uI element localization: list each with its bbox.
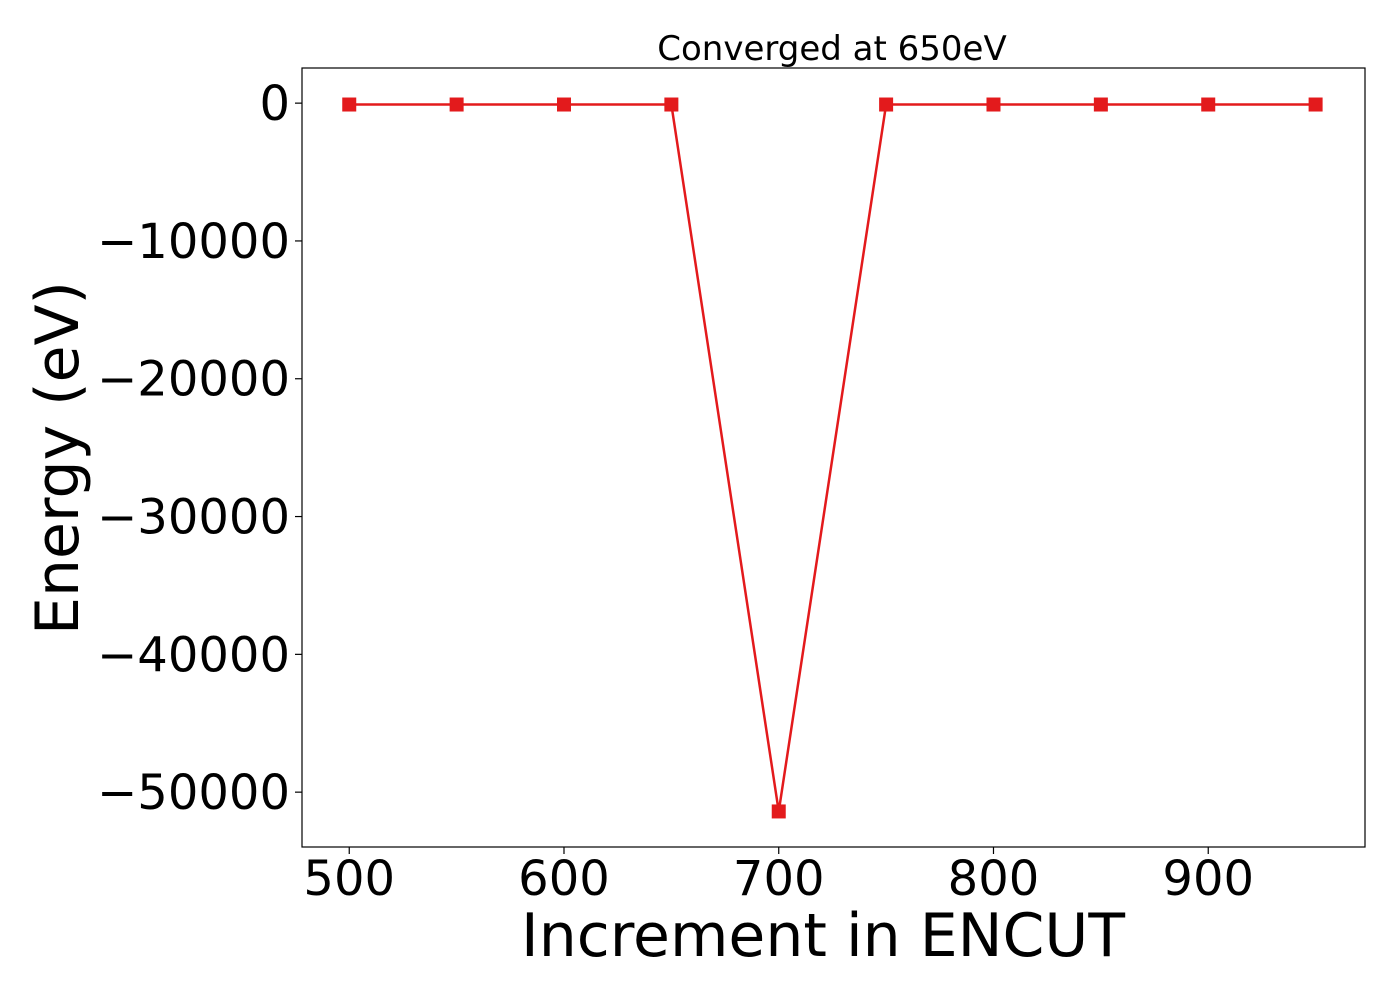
series-layer [342, 97, 1323, 819]
y-tick-label: −30000 [97, 490, 290, 546]
y-tick-label: −10000 [97, 214, 290, 270]
y-tick-label: −50000 [97, 765, 290, 821]
data-point-marker [986, 97, 1001, 112]
y-tick-label: −20000 [97, 352, 290, 408]
x-tick-label: 800 [948, 851, 1040, 907]
data-point-marker [1093, 97, 1108, 112]
y-tick-label: −40000 [97, 627, 290, 683]
x-tick-label: 500 [303, 851, 395, 907]
data-point-marker [342, 97, 357, 112]
data-point-marker [879, 97, 894, 112]
data-point-marker [664, 97, 679, 112]
x-tick-label: 600 [518, 851, 610, 907]
series-line [349, 103, 1316, 813]
data-point-marker [1201, 97, 1216, 112]
chart-title: Converged at 650eV [657, 29, 1006, 69]
x-tick-label: 900 [1162, 851, 1254, 907]
data-point-marker [556, 97, 571, 112]
x-tick-label: 700 [733, 851, 825, 907]
data-point-marker [449, 97, 464, 112]
x-axis-label: Increment in ENCUT [521, 901, 1125, 971]
data-point-marker [771, 804, 786, 819]
plot-area-frame [301, 67, 1366, 848]
data-point-marker [1308, 97, 1323, 112]
y-axis-label: Energy (eV) [23, 281, 93, 635]
y-tick-label: 0 [259, 76, 290, 132]
y-axis: 0 −10000 −20000 −30000 −40000 −50000 [97, 76, 302, 821]
x-axis: 500 600 700 800 900 [303, 847, 1254, 907]
